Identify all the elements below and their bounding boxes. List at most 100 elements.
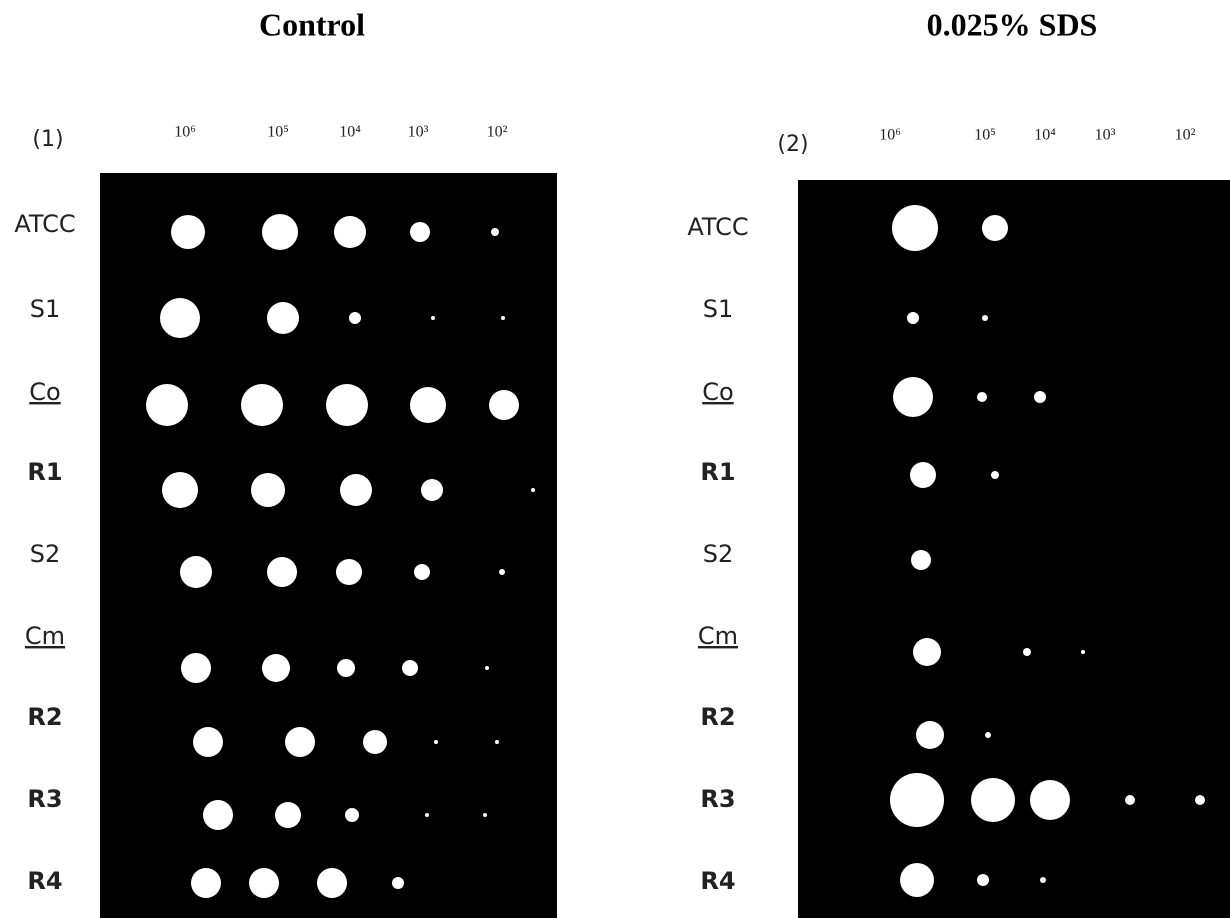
- dilution-label: 10⁴: [1034, 127, 1056, 144]
- colony-spot: [262, 654, 290, 682]
- colony-spot: [489, 390, 519, 420]
- colony-spot: [431, 316, 435, 320]
- colony-spot: [907, 312, 919, 324]
- colony-spot: [334, 216, 366, 248]
- colony-spot: [363, 730, 387, 754]
- panel-label: (1): [32, 127, 63, 152]
- dilution-label: 10³: [1095, 127, 1116, 144]
- colony-spot: [275, 802, 301, 828]
- colony-spot: [160, 298, 200, 338]
- colony-spot: [531, 488, 535, 492]
- colony-spot: [410, 222, 430, 242]
- strain-label: S2: [30, 540, 61, 568]
- colony-spot: [181, 653, 211, 683]
- strain-label: Cm: [25, 622, 65, 650]
- colony-spot: [1034, 391, 1046, 403]
- dilution-label: 10⁶: [879, 127, 901, 144]
- colony-spot: [991, 471, 999, 479]
- colony-spot: [336, 559, 362, 585]
- colony-spot: [485, 666, 489, 670]
- colony-spot: [414, 564, 430, 580]
- strain-label: R4: [27, 867, 62, 895]
- panel-title: 0.025% SDS: [927, 6, 1098, 42]
- colony-spot: [491, 228, 499, 236]
- colony-spot: [317, 868, 347, 898]
- plate-control: [100, 173, 557, 918]
- colony-spot: [193, 727, 223, 757]
- dilution-label: 10²: [487, 124, 508, 141]
- colony-spot: [146, 384, 188, 426]
- colony-spot: [425, 813, 429, 817]
- colony-spot: [162, 472, 198, 508]
- strain-label: ATCC: [687, 213, 748, 241]
- colony-spot: [910, 462, 936, 488]
- strain-label: R1: [700, 458, 735, 486]
- colony-spot: [262, 214, 298, 250]
- colony-spot: [249, 868, 279, 898]
- colony-spot: [191, 868, 221, 898]
- colony-spot: [340, 474, 372, 506]
- colony-spot: [985, 732, 991, 738]
- colony-spot: [337, 659, 355, 677]
- strain-label: R1: [27, 458, 62, 486]
- colony-spot: [913, 638, 941, 666]
- strain-label: R2: [27, 703, 62, 731]
- colony-spot: [410, 387, 446, 423]
- colony-spot: [1081, 650, 1085, 654]
- colony-spot: [392, 877, 404, 889]
- colony-spot: [285, 727, 315, 757]
- colony-spot: [977, 392, 987, 402]
- colony-spot: [434, 740, 438, 744]
- plate-sds: [798, 180, 1230, 918]
- dilution-label: 10⁴: [339, 124, 361, 141]
- colony-spot: [421, 479, 443, 501]
- colony-spot: [203, 800, 233, 830]
- colony-spot: [499, 569, 505, 575]
- strain-label: R4: [700, 867, 735, 895]
- colony-spot: [267, 302, 299, 334]
- colony-spot: [916, 721, 944, 749]
- colony-spot: [971, 778, 1015, 822]
- colony-spot: [267, 557, 297, 587]
- colony-spot: [977, 874, 989, 886]
- strain-label: Co: [29, 378, 60, 406]
- colony-spot: [900, 863, 934, 897]
- colony-spot: [402, 660, 418, 676]
- strain-label: R2: [700, 703, 735, 731]
- colony-spot: [890, 773, 944, 827]
- colony-spot: [171, 215, 205, 249]
- dilution-label: 10⁶: [174, 124, 196, 141]
- colony-spot: [326, 384, 368, 426]
- colony-spot: [495, 740, 499, 744]
- colony-spot: [893, 377, 933, 417]
- strain-label: R3: [27, 785, 62, 813]
- colony-spot: [241, 384, 283, 426]
- colony-spot: [345, 808, 359, 822]
- colony-spot: [483, 813, 487, 817]
- dilution-label: 10³: [408, 124, 429, 141]
- dilution-label: 10²: [1175, 127, 1196, 144]
- colony-spot: [1195, 795, 1205, 805]
- strain-label: S1: [30, 295, 61, 323]
- colony-spot: [1125, 795, 1135, 805]
- colony-spot: [1040, 877, 1046, 883]
- colony-spot: [892, 205, 938, 251]
- dilution-label: 10⁵: [267, 124, 289, 141]
- strain-label: S2: [703, 540, 734, 568]
- dilution-label: 10⁵: [974, 127, 996, 144]
- strain-label: S1: [703, 295, 734, 323]
- strain-label: Co: [702, 378, 733, 406]
- colony-spot: [982, 315, 988, 321]
- panel-title: Control: [259, 6, 365, 42]
- strain-label: ATCC: [14, 210, 75, 238]
- figure: Control (1) 10⁶ 10⁵ 10⁴ 10³ 10² ATCC S1 Co R1 S2 Cm R…: [0, 0, 1230, 918]
- colony-spot: [1030, 780, 1070, 820]
- panel-label: (2): [777, 132, 808, 157]
- colony-spot: [911, 550, 931, 570]
- colony-spot: [180, 556, 212, 588]
- colony-spot: [251, 473, 285, 507]
- colony-spot: [1023, 648, 1031, 656]
- colony-spot: [982, 215, 1008, 241]
- strain-label: R3: [700, 785, 735, 813]
- strain-label: Cm: [698, 622, 738, 650]
